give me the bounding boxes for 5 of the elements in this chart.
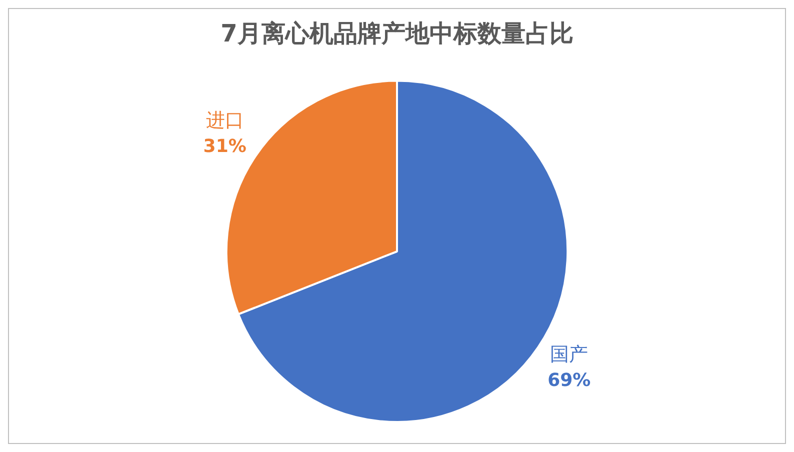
slice-label: 进口 bbox=[206, 109, 244, 132]
data-label: 31% bbox=[203, 136, 246, 158]
data-label: 69% bbox=[548, 370, 591, 392]
chart-title: 7月离心机品牌产地中标数量占比 bbox=[220, 20, 574, 48]
slice-label: 国产 bbox=[550, 343, 588, 366]
